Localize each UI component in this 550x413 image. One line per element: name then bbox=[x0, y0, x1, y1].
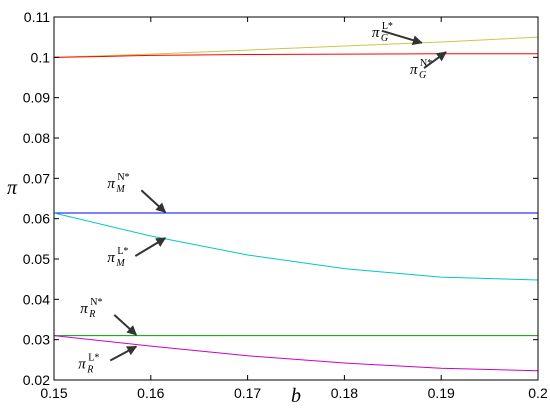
annotation-symbol: π bbox=[107, 250, 115, 266]
x-tick-label: 0.18 bbox=[331, 385, 358, 401]
annotation-2: π GN* bbox=[410, 51, 447, 81]
annotation-symbol: π bbox=[410, 62, 418, 78]
annotation-1: π GL* bbox=[372, 21, 423, 46]
annotation-arrow bbox=[134, 237, 167, 257]
y-tick-label: 0.05 bbox=[23, 251, 50, 267]
x-tick-label: 0.19 bbox=[428, 385, 455, 401]
series-layer bbox=[53, 36, 539, 372]
series-line-6 bbox=[53, 335, 539, 372]
annotation-arrow bbox=[113, 314, 138, 336]
annotation-layer: π GL*π GN*π MN*π ML*π RN*π RL* bbox=[78, 21, 447, 376]
x-axis-label: b bbox=[291, 385, 301, 407]
y-axis-label: π bbox=[7, 177, 18, 199]
plot-area bbox=[54, 17, 538, 380]
annotation-symbol: π bbox=[78, 357, 86, 373]
y-tick-label: 0.07 bbox=[23, 170, 50, 186]
annotation-arrow bbox=[381, 29, 423, 46]
annotation-4: π ML* bbox=[107, 237, 167, 269]
annotation-arrow bbox=[423, 51, 447, 69]
annotation-arrow bbox=[109, 345, 138, 362]
annotation-subscript: M bbox=[115, 258, 125, 269]
y-tick-label: 0.08 bbox=[23, 130, 50, 146]
annotation-subscript: G bbox=[381, 33, 388, 44]
annotation-6: π RL* bbox=[78, 345, 138, 376]
x-tick-label: 0.17 bbox=[234, 385, 261, 401]
annotation-superscript: L* bbox=[88, 353, 99, 364]
annotation-superscript: N* bbox=[117, 172, 129, 183]
y-tick-label: 0.04 bbox=[23, 291, 50, 307]
series-line-4 bbox=[53, 212, 539, 281]
annotation-subscript: R bbox=[86, 365, 93, 376]
annotation-subscript: R bbox=[88, 309, 95, 320]
annotation-symbol: π bbox=[107, 176, 115, 192]
y-tick-label: 0.03 bbox=[23, 332, 50, 348]
annotation-superscript: L* bbox=[117, 246, 128, 257]
y-tick-label: 0.11 bbox=[24, 9, 50, 25]
plot-frame bbox=[53, 16, 539, 381]
annotation-superscript: L* bbox=[382, 21, 393, 32]
annotation-arrow bbox=[140, 189, 167, 213]
annotation-subscript: M bbox=[115, 184, 125, 195]
x-tick-label: 0.15 bbox=[40, 385, 67, 401]
annotation-5: π RN* bbox=[80, 297, 138, 336]
annotation-3: π MN* bbox=[107, 172, 167, 213]
annotation-superscript: N* bbox=[90, 297, 102, 308]
y-tick-label: 0.1 bbox=[31, 49, 51, 65]
x-tick-label: 0.16 bbox=[137, 385, 164, 401]
y-tick-label: 0.02 bbox=[23, 372, 50, 388]
annotation-superscript: N* bbox=[420, 58, 432, 69]
annotation-symbol: π bbox=[372, 25, 380, 41]
annotation-subscript: G bbox=[419, 70, 426, 81]
y-tick-label: 0.09 bbox=[23, 90, 50, 106]
series-line-1 bbox=[53, 36, 539, 58]
ticks-layer: 0.15 0.16 0.17 0.18 0.19 0.2 0.02 0.03 0.04 0.05 0… bbox=[23, 9, 548, 401]
annotation-symbol: π bbox=[80, 301, 88, 317]
y-tick-label: 0.06 bbox=[23, 211, 50, 227]
x-tick-label: 0.2 bbox=[528, 385, 548, 401]
